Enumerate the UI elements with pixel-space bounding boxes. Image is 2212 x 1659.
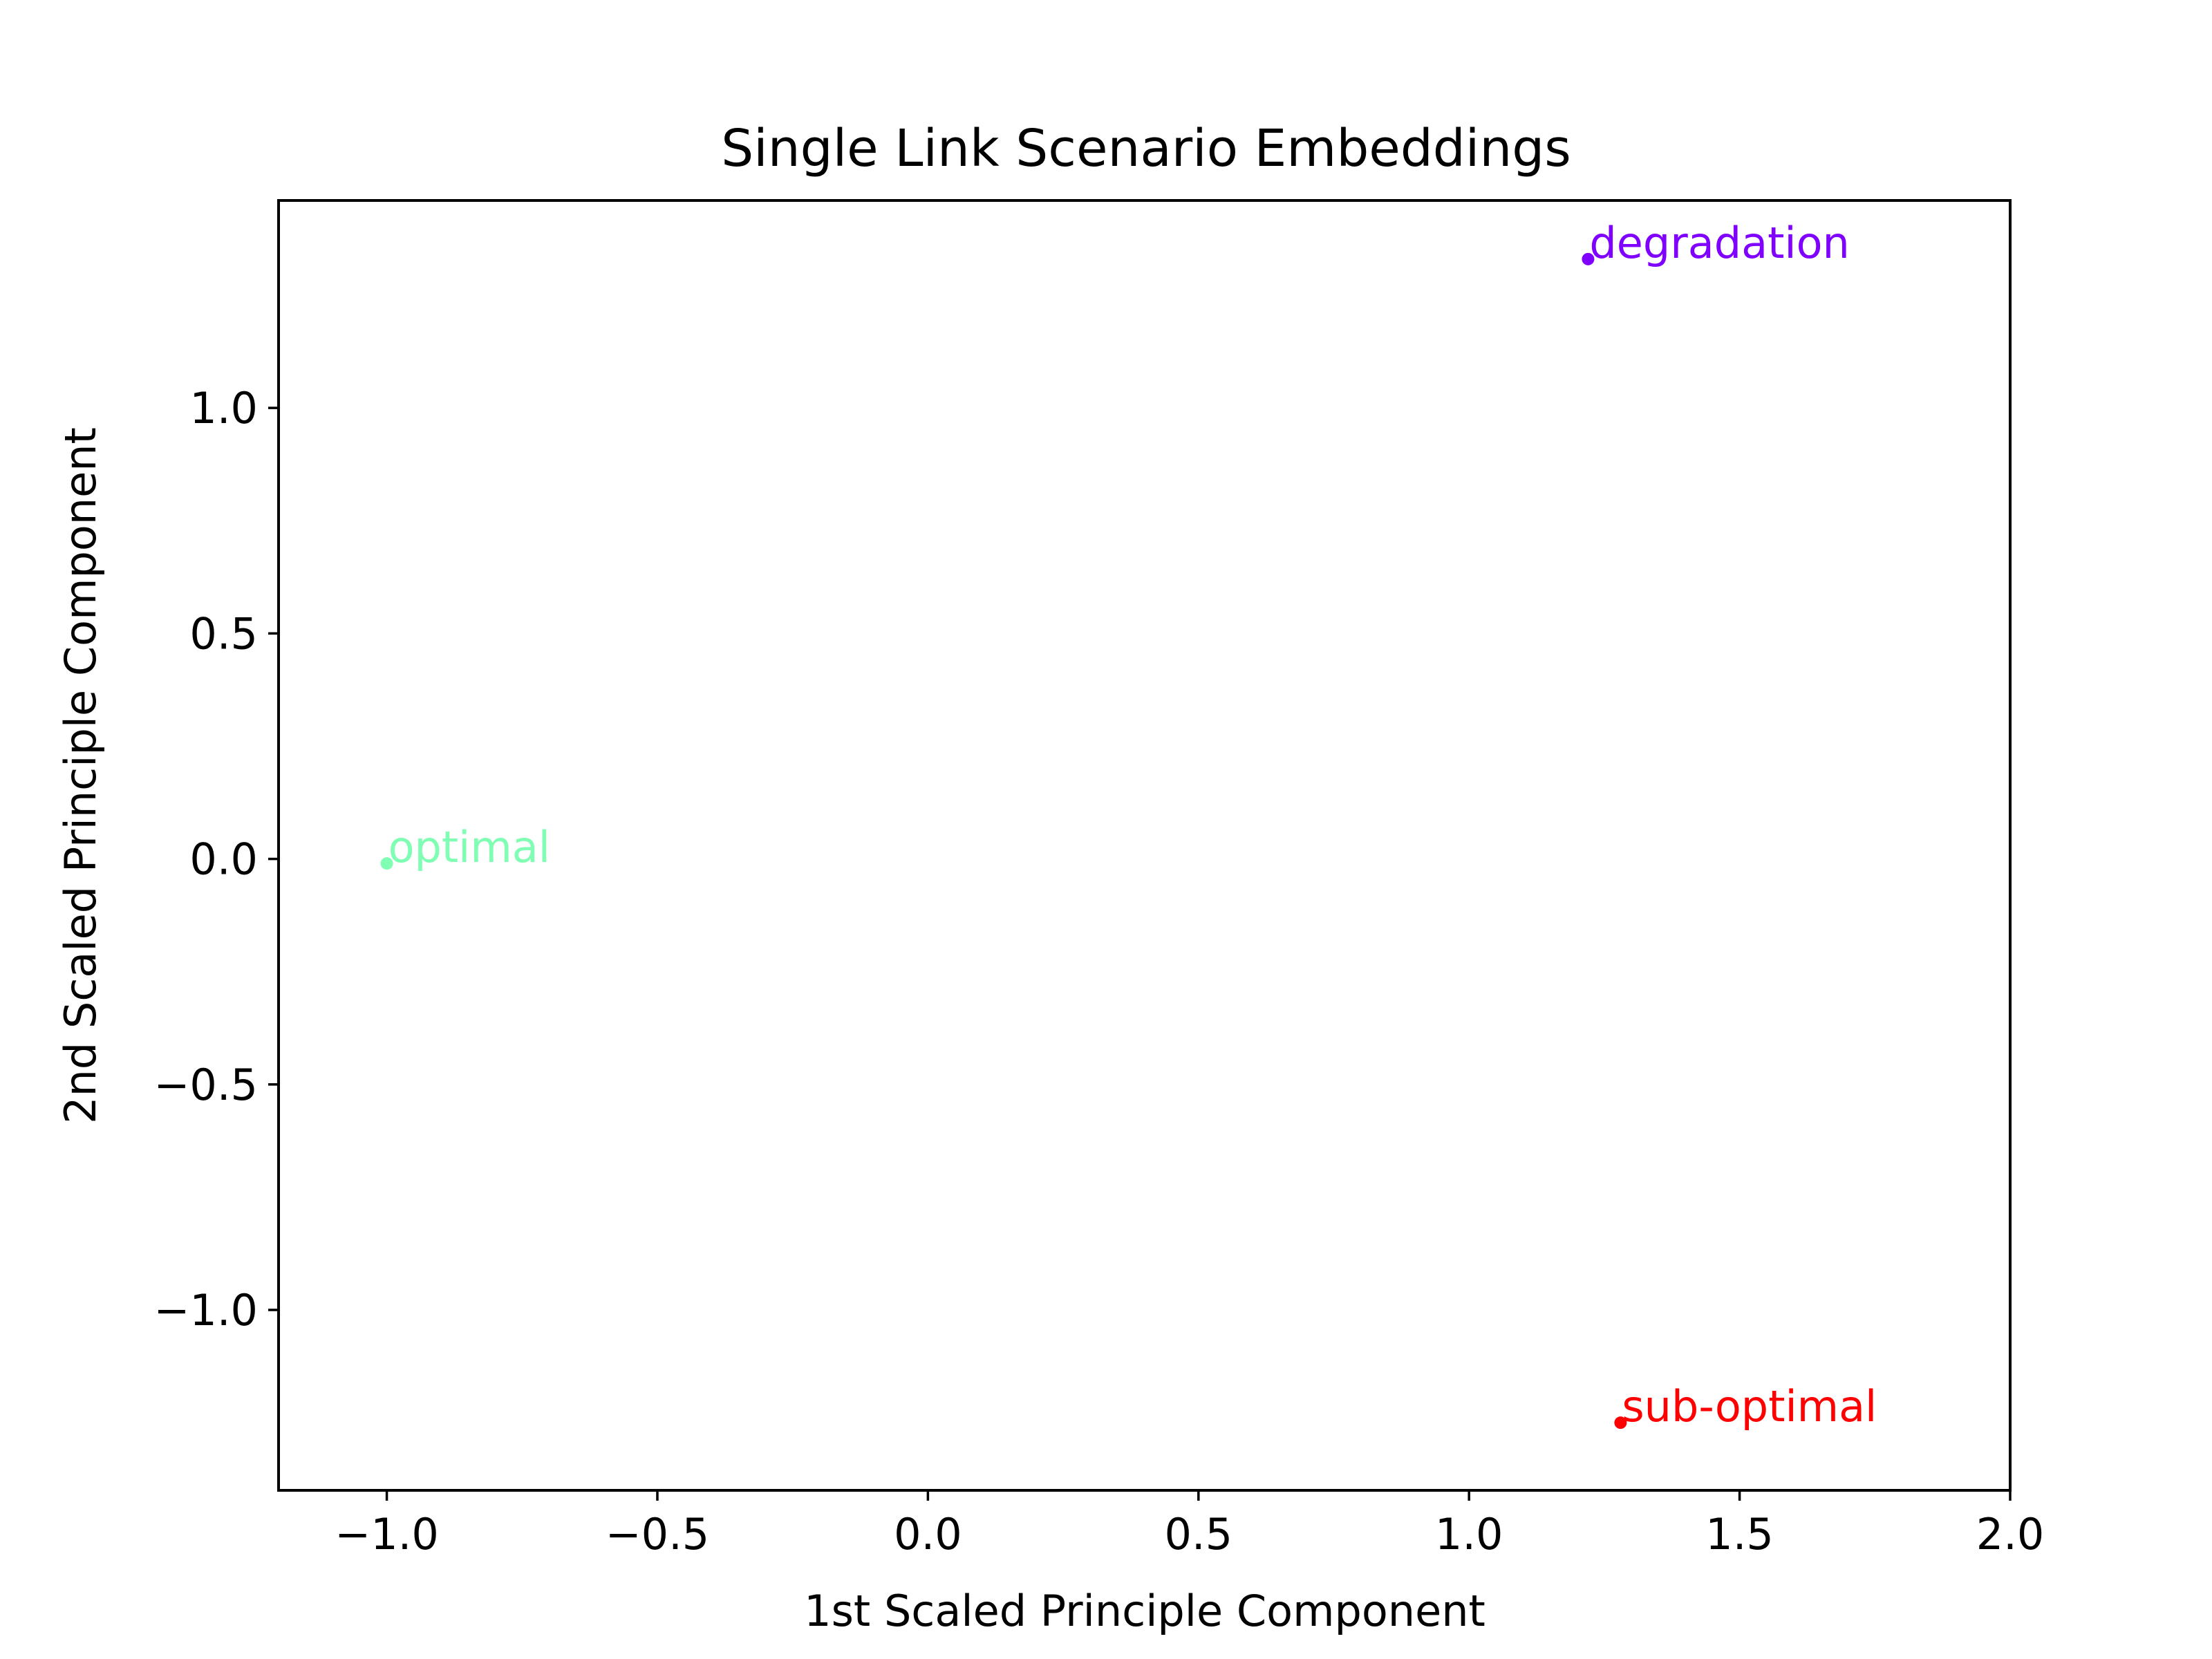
scatter-point-optimal xyxy=(380,857,393,870)
x-tick-label: −0.5 xyxy=(606,1509,710,1559)
chart-title: Single Link Scenario Embeddings xyxy=(721,119,1571,178)
scatter-point-sub-optimal xyxy=(1614,1416,1627,1430)
y-axis-ticks: 1.0 0.5 0.0 −0.5 −1.0 xyxy=(153,383,279,1335)
x-tick-label: 0.0 xyxy=(894,1509,962,1559)
y-tick-label: 0.0 xyxy=(189,834,258,885)
point-label-optimal: optimal xyxy=(388,822,550,872)
y-tick-label: 1.0 xyxy=(189,383,258,433)
point-label-degradation: degradation xyxy=(1589,218,1849,268)
data-points: degradation optimal sub-optimal xyxy=(380,218,1877,1432)
plot-area-frame xyxy=(277,199,2012,1492)
scatter-point-degradation xyxy=(1582,252,1595,265)
y-tick-label: 0.5 xyxy=(189,608,258,659)
y-tick-label: −0.5 xyxy=(153,1060,258,1110)
point-label-sub-optimal: sub-optimal xyxy=(1622,1381,1877,1432)
x-tick-label: 2.0 xyxy=(1976,1509,2045,1559)
x-tick-label: 1.0 xyxy=(1435,1509,1503,1559)
y-axis-label: 2nd Scaled Principle Component xyxy=(55,427,106,1124)
x-axis-ticks: −1.0 −0.5 0.0 0.5 1.0 1.5 2.0 xyxy=(335,1490,2044,1559)
x-axis-label: 1st Scaled Principle Component xyxy=(804,1586,1485,1636)
x-tick-label: 0.5 xyxy=(1164,1509,1232,1559)
x-tick-label: −1.0 xyxy=(335,1509,439,1559)
x-tick-label: 1.5 xyxy=(1705,1509,1774,1559)
y-tick-label: −1.0 xyxy=(153,1285,258,1335)
